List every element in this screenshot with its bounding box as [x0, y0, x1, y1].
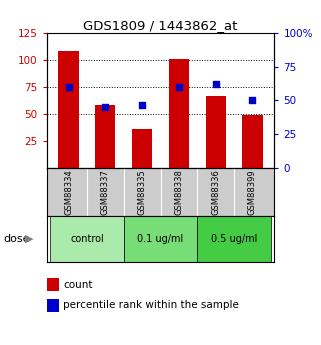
Bar — [95, 105, 116, 168]
Text: 0.1 ug/ml: 0.1 ug/ml — [137, 234, 184, 244]
Text: GSM88337: GSM88337 — [101, 169, 110, 215]
Point — [140, 102, 145, 107]
Text: GSM88338: GSM88338 — [174, 169, 183, 215]
Text: dose: dose — [3, 234, 30, 244]
Text: GSM88334: GSM88334 — [64, 169, 73, 215]
Text: ▶: ▶ — [25, 234, 33, 244]
Text: 0.5 ug/ml: 0.5 ug/ml — [211, 234, 257, 244]
Point — [103, 105, 108, 110]
Title: GDS1809 / 1443862_at: GDS1809 / 1443862_at — [83, 19, 238, 32]
Text: percentile rank within the sample: percentile rank within the sample — [63, 300, 239, 310]
Text: control: control — [70, 234, 104, 244]
Bar — [132, 129, 152, 168]
Text: GSM88335: GSM88335 — [138, 169, 147, 215]
Bar — [50, 216, 124, 262]
Bar — [169, 59, 189, 168]
Bar — [58, 51, 79, 168]
Point — [250, 98, 255, 103]
Point — [66, 84, 71, 90]
Point — [176, 84, 181, 90]
Text: count: count — [63, 280, 93, 289]
Text: GSM88336: GSM88336 — [211, 169, 220, 215]
Text: GSM88399: GSM88399 — [248, 169, 257, 215]
Bar — [197, 216, 271, 262]
Point — [213, 81, 218, 87]
Bar — [205, 96, 226, 168]
Bar — [124, 216, 197, 262]
Bar — [242, 115, 263, 168]
